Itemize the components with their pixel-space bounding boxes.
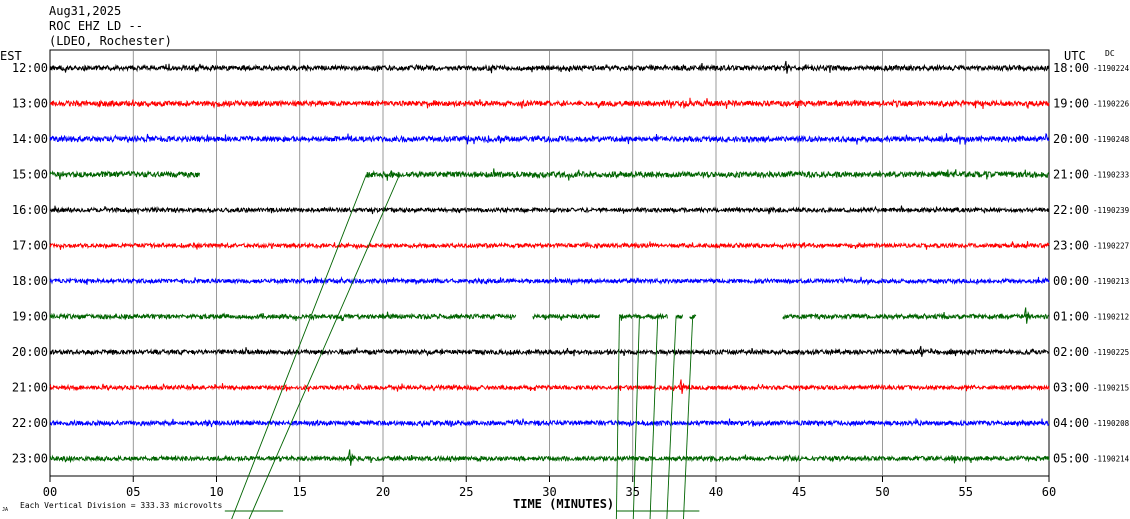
trace-segment xyxy=(49,169,200,180)
utc-hour-label: 19:00 xyxy=(1053,97,1089,111)
dc-offset-label: -1190227 xyxy=(1093,242,1129,251)
dc-offset-label: -1190248 xyxy=(1093,135,1130,144)
x-axis-ticks: 00 05 10 15 20 25 30 35 40 45 50 55 60 xyxy=(43,476,1056,499)
trace-segment xyxy=(49,205,1050,215)
x-tick-label: 40 xyxy=(709,485,723,499)
trace-segment xyxy=(49,347,1050,357)
x-tick-label: 50 xyxy=(875,485,889,499)
dc-offset-label: -1190214 xyxy=(1093,455,1130,464)
trace-segment xyxy=(782,312,1049,321)
trace-segment xyxy=(618,312,668,321)
x-tick-label: 20 xyxy=(376,485,390,499)
x-tick-label: 00 xyxy=(43,485,57,499)
transient-line xyxy=(248,174,401,519)
dc-offset-label: -1190213 xyxy=(1093,277,1129,286)
x-tick-label: 15 xyxy=(293,485,307,499)
utc-hour-label: 00:00 xyxy=(1053,274,1089,288)
utc-hour-label: 05:00 xyxy=(1053,452,1089,466)
x-tick-label: 05 xyxy=(126,485,140,499)
row-labels: 12:00 18:00 -1190224 13:00 19:00 -1190226 14:0… xyxy=(12,61,1130,466)
trace-spike xyxy=(389,170,396,178)
est-hour-label: 14:00 xyxy=(12,132,48,146)
trace-spike xyxy=(783,60,791,74)
trace-segment xyxy=(49,383,1050,392)
trace-segment xyxy=(49,276,1050,286)
utc-hour-label: 18:00 xyxy=(1053,61,1089,75)
transient-line xyxy=(231,174,367,519)
est-hour-label: 21:00 xyxy=(12,381,48,395)
dc-offset-label: -1190226 xyxy=(1093,100,1130,109)
transient-lines xyxy=(224,174,700,519)
dc-offset-label: -1190212 xyxy=(1093,313,1129,322)
utc-hour-label: 22:00 xyxy=(1053,203,1089,217)
trace-segment xyxy=(365,168,1050,181)
trace-segment xyxy=(49,418,1050,429)
dc-offset-label: -1190225 xyxy=(1093,348,1129,357)
x-tick-label: 25 xyxy=(459,485,473,499)
est-hour-label: 18:00 xyxy=(12,274,48,288)
station-label: ROC EHZ LD -- xyxy=(49,19,143,33)
dc-label: DC xyxy=(1105,49,1115,58)
x-tick-label: 55 xyxy=(959,485,973,499)
est-hour-label: 23:00 xyxy=(12,452,48,466)
utc-hour-label: 04:00 xyxy=(1053,416,1089,430)
trace-spike xyxy=(347,449,355,466)
trace-segment xyxy=(689,313,697,320)
utc-hour-label: 02:00 xyxy=(1053,345,1089,359)
trace-segment xyxy=(49,63,1050,74)
dc-offset-label: -1190233 xyxy=(1093,171,1129,180)
trace-segment xyxy=(532,312,600,321)
transient-line xyxy=(632,316,640,519)
trace-rows xyxy=(49,60,1050,466)
transient-line xyxy=(683,316,694,519)
transient-line xyxy=(615,316,620,519)
est-hour-label: 13:00 xyxy=(12,97,48,111)
transient-line xyxy=(666,316,677,519)
network-label: (LDEO, Rochester) xyxy=(49,34,172,48)
trace-segment xyxy=(49,311,517,322)
date-label: Aug31,2025 xyxy=(49,4,121,18)
x-tick-label: 60 xyxy=(1042,485,1056,499)
x-tick-label: 10 xyxy=(209,485,223,499)
trace-spike xyxy=(1023,307,1031,324)
x-tick-label: 45 xyxy=(792,485,806,499)
corner-mark: JA xyxy=(2,507,8,513)
utc-hour-label: 01:00 xyxy=(1053,310,1089,324)
trace-segment xyxy=(675,314,683,320)
left-timezone-label: EST xyxy=(0,49,22,63)
utc-hour-label: 21:00 xyxy=(1053,168,1089,182)
est-hour-label: 22:00 xyxy=(12,416,48,430)
dc-offset-label: -1190208 xyxy=(1093,419,1130,428)
trace-segment xyxy=(49,241,1050,250)
trace-segment xyxy=(49,97,1050,110)
est-hour-label: 12:00 xyxy=(12,61,48,75)
x-axis-title: TIME (MINUTES) xyxy=(513,497,614,511)
dc-offset-label: -1190215 xyxy=(1093,384,1129,393)
utc-hour-label: 20:00 xyxy=(1053,132,1089,146)
utc-hour-label: 03:00 xyxy=(1053,381,1089,395)
dc-offset-label: -1190224 xyxy=(1093,64,1130,73)
right-timezone-label: UTC xyxy=(1064,49,1086,63)
est-hour-label: 16:00 xyxy=(12,203,48,217)
est-hour-label: 20:00 xyxy=(12,345,48,359)
est-hour-label: 17:00 xyxy=(12,239,48,253)
grid-lines xyxy=(132,50,967,476)
trace-spike xyxy=(679,379,686,394)
trace-spike xyxy=(918,345,926,357)
x-tick-label: 30 xyxy=(542,485,556,499)
transient-line xyxy=(649,316,659,519)
trace-segment xyxy=(49,454,1050,464)
trace-segment xyxy=(49,132,1050,145)
x-tick-label: 35 xyxy=(626,485,640,499)
dc-offset-label: -1190239 xyxy=(1093,206,1129,215)
utc-hour-label: 23:00 xyxy=(1053,239,1089,253)
scale-note: Each Vertical Division = 333.33 microvol… xyxy=(20,501,222,510)
est-hour-label: 15:00 xyxy=(12,168,48,182)
est-hour-label: 19:00 xyxy=(12,310,48,324)
